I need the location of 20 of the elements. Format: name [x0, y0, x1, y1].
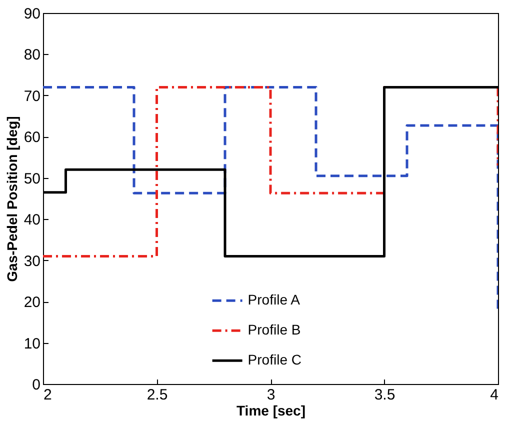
y-tick-label: 80 — [24, 46, 40, 64]
y-tick-label: 0 — [32, 376, 40, 394]
y-tick-label: 30 — [24, 252, 40, 270]
y-tick-label: 10 — [24, 335, 40, 352]
y-tick-label: 20 — [24, 294, 40, 312]
legend-label: Profile A — [248, 292, 301, 308]
y-tick-label: 60 — [24, 129, 40, 146]
legend-label: Profile B — [248, 322, 301, 338]
x-tick-label: 2 — [44, 386, 52, 404]
y-axis-title: Gas-Pedel Position [deg] — [4, 116, 20, 282]
legend-label: Profile C — [248, 352, 302, 368]
x-axis-title: Time [sec] — [236, 402, 306, 418]
x-tick-label: 3.5 — [374, 386, 396, 404]
x-tick-label: 3 — [266, 386, 276, 404]
y-tick-label: 90 — [24, 6, 40, 22]
y-tick-label: 50 — [24, 170, 40, 188]
y-tick-label: 40 — [24, 212, 40, 229]
x-tick-label: 2.5 — [146, 386, 168, 404]
y-tick-label: 70 — [24, 88, 40, 105]
x-tick-label: 4 — [490, 386, 498, 404]
